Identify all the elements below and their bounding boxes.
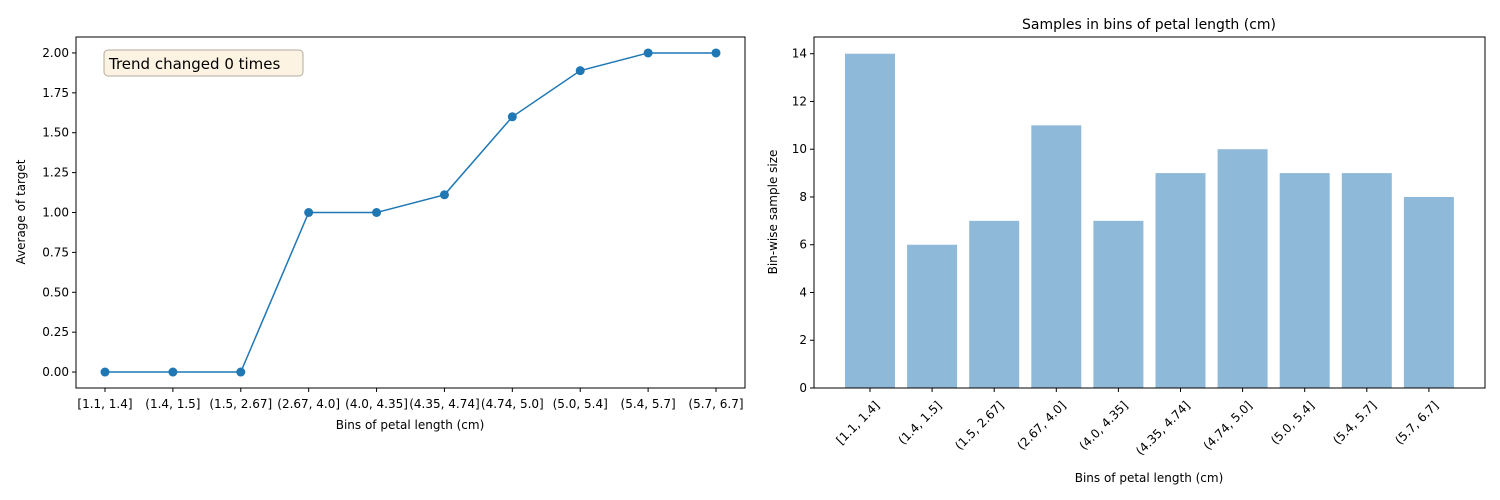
left-y-tick-label: 0.00 <box>42 365 69 379</box>
left-x-tick-label: [1.1, 1.4] <box>77 397 132 411</box>
bar <box>1403 196 1454 388</box>
right-x-tick-label: (5.7, 6.7] <box>1392 398 1441 447</box>
left-y-tick-label: 0.25 <box>42 325 69 339</box>
right-y-tick-label: 14 <box>792 47 807 61</box>
left-x-axis-label: Bins of petal length (cm) <box>336 418 485 432</box>
left-y-tick-label: 1.50 <box>42 126 69 140</box>
right-x-tick-label: (4.0, 4.35] <box>1076 398 1130 452</box>
right-y-tick-label: 6 <box>799 238 807 252</box>
left-y-tick-label: 1.00 <box>42 206 69 220</box>
left-x-tick-label: (4.74, 5.0] <box>481 397 544 411</box>
right-x-tick-label: (2.67, 4.0] <box>1014 398 1068 452</box>
line-point <box>100 367 110 377</box>
bar <box>1031 125 1082 389</box>
line-point <box>372 208 382 217</box>
bar <box>1155 173 1206 388</box>
left-x-tick-label: (2.67, 4.0] <box>277 397 340 411</box>
right-x-tick-label: (5.4, 5.7] <box>1330 398 1379 447</box>
left-y-tick-label: 1.75 <box>42 86 69 100</box>
sample-size-bar-chart: Samples in bins of petal length (cm) 0 2 4… <box>766 17 1486 485</box>
left-y-tick-label: 0.50 <box>42 285 69 299</box>
right-y-tick-label: 12 <box>792 94 807 108</box>
trend-line <box>105 52 716 373</box>
right-x-tick-label: (4.74, 5.0] <box>1201 398 1255 452</box>
line-point <box>236 367 246 377</box>
right-y-axis-label: Bin-wise sample size <box>766 150 780 275</box>
trend-line-chart: 0.00 0.25 0.50 0.75 1.00 1.25 1.50 1.75 2.00 [1.… <box>14 36 746 432</box>
right-x-tick-label: (4.35, 4.74] <box>1133 398 1193 458</box>
left-x-tick-label: (5.0, 5.4] <box>553 397 608 411</box>
line-point <box>439 190 449 200</box>
left-y-axis-label: Average of target <box>14 159 28 264</box>
right-y-tick-label: 10 <box>792 142 807 156</box>
line-point <box>575 66 585 76</box>
bar <box>907 244 958 388</box>
left-plot-frame <box>75 36 746 389</box>
right-y-tick-label: 0 <box>799 381 807 395</box>
bar <box>1279 173 1330 388</box>
trend-annotation-box <box>103 49 304 77</box>
left-x-tick-label: (4.0, 4.35] <box>345 397 408 411</box>
line-point <box>711 48 721 58</box>
trend-annotation-text: Trend changed 0 times <box>108 55 281 73</box>
left-x-tick-label: (5.7, 6.7] <box>688 397 743 411</box>
right-y-tick-label: 8 <box>799 190 807 204</box>
line-point <box>643 48 653 58</box>
bar <box>969 220 1020 388</box>
left-y-tick-label: 0.75 <box>42 245 69 259</box>
right-y-tick-label: 4 <box>799 285 807 299</box>
left-x-tick-label: (1.5, 2.67] <box>209 397 272 411</box>
right-y-tick-label: 2 <box>799 333 807 347</box>
bar <box>1093 220 1144 388</box>
right-x-tick-label: [1.1, 1.4] <box>833 398 882 447</box>
right-plot-frame <box>813 36 1486 389</box>
right-x-tick-label: (1.5, 2.67] <box>952 398 1006 452</box>
line-point <box>168 367 178 377</box>
line-point <box>507 112 517 122</box>
left-x-tick-label: (4.35, 4.74] <box>409 397 479 411</box>
right-x-tick-label: (1.4, 1.5] <box>896 398 945 447</box>
left-y-tick-label: 1.25 <box>42 166 69 180</box>
left-x-tick-label: (5.4, 5.7] <box>621 397 676 411</box>
line-point <box>304 208 314 217</box>
right-x-axis-label: Bins of petal length (cm) <box>1075 471 1224 485</box>
left-y-tick-label: 2.00 <box>42 46 69 60</box>
left-x-tick-label: (1.4, 1.5] <box>145 397 200 411</box>
bar <box>1341 173 1392 388</box>
bar <box>1217 149 1268 388</box>
right-x-tick-label: (5.0, 5.4] <box>1268 398 1317 447</box>
bar <box>845 53 895 388</box>
right-chart-title: Samples in bins of petal length (cm) <box>1022 17 1276 33</box>
